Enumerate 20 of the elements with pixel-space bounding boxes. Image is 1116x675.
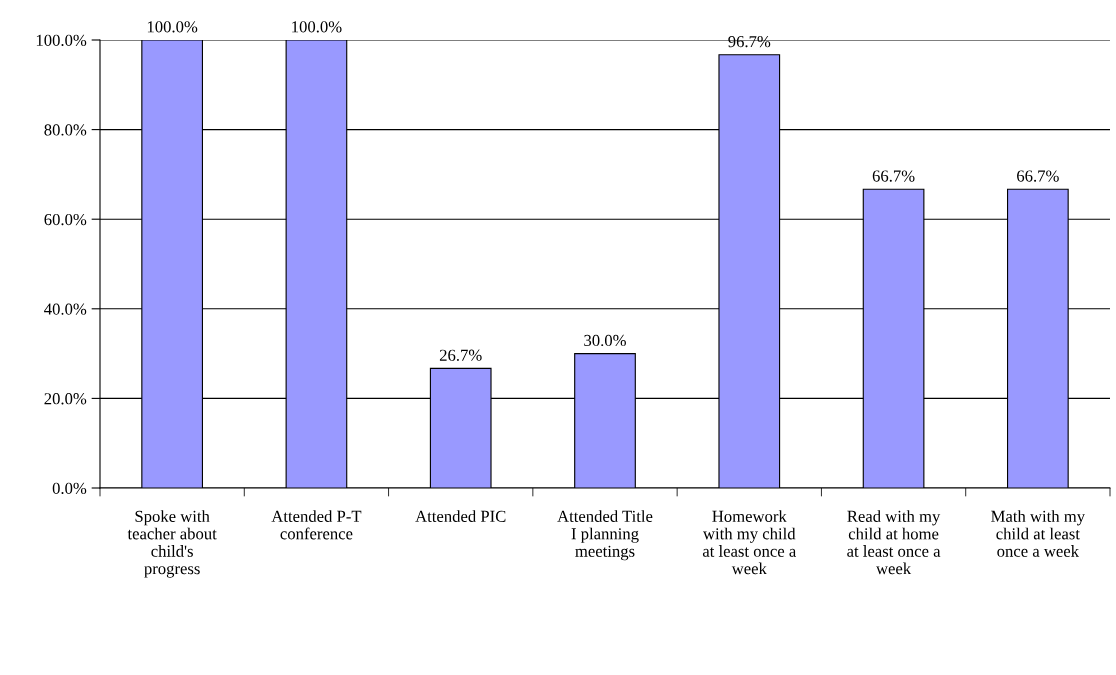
y-tick-label: 20.0%	[44, 393, 87, 405]
x-tick-label: Homework with my child at least once a week	[702, 510, 797, 575]
y-tick-label: 60.0%	[44, 213, 87, 226]
x-tick-label: Spoke with teacher about child's progress	[127, 510, 217, 578]
data-label: 96.7%	[728, 35, 771, 48]
data-label: 66.7%	[872, 170, 915, 182]
x-tick-label: Attended PIC	[415, 510, 506, 522]
data-label: 100.0%	[292, 21, 342, 33]
data-label: 100.0%	[147, 21, 198, 33]
data-label: 30.0%	[584, 334, 626, 347]
x-tick-label: Read with my child at home at least once a week	[847, 510, 941, 575]
x-tick-label: Attended P-T conference	[271, 510, 362, 540]
y-tick-label: 40.0%	[44, 303, 87, 315]
data-label: 66.7%	[1017, 170, 1059, 182]
y-tick-label: 80.0%	[44, 124, 87, 136]
data-label: 26.7%	[439, 349, 482, 361]
y-tick-label: 0.0%	[52, 482, 87, 495]
x-tick-label: Attended Title I planning meetings	[557, 510, 653, 561]
y-tick-label: 100.0%	[36, 34, 87, 47]
x-tick-label: Math with my child at least once a week	[991, 510, 1086, 557]
